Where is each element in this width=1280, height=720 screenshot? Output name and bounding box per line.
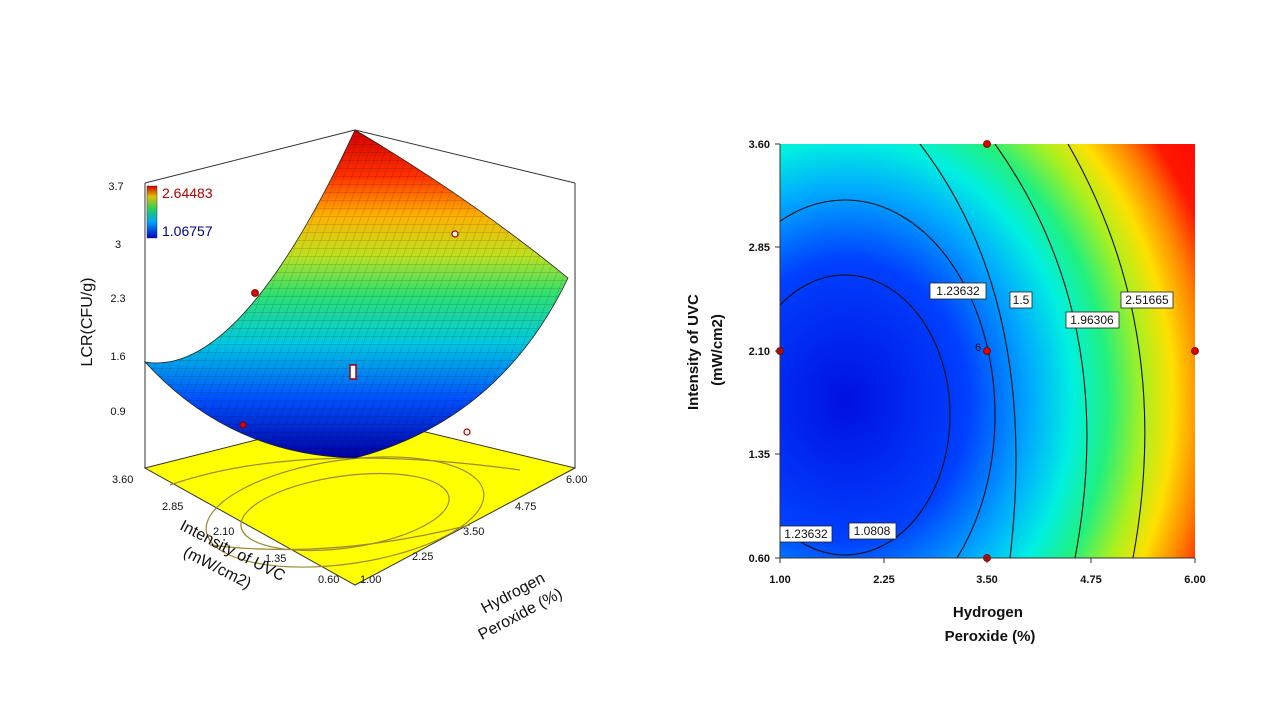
design-point xyxy=(983,140,991,148)
floor-contours xyxy=(169,456,521,568)
contour-lines xyxy=(780,144,1146,558)
contour-labels: 1.0808 1.23632 1.23632 1.5 1.96306 2.516… xyxy=(779,282,1174,543)
x-ticks: 1.00 2.25 3.50 4.75 6.00 xyxy=(769,574,1205,586)
contour-label: 1.5 xyxy=(1013,293,1030,307)
z-tick: 1.6 xyxy=(110,351,125,363)
y-tick: 2.10 xyxy=(213,526,234,538)
y-tick: 2.85 xyxy=(749,242,770,254)
z-tick: 3 xyxy=(115,239,121,251)
y-axis-label-group: Intensity of UVC (mW/cm2) xyxy=(685,290,726,410)
contour-label: 1.23632 xyxy=(784,527,828,541)
surface-mesh xyxy=(145,130,568,458)
y-tick: 1.35 xyxy=(265,553,286,565)
design-point xyxy=(463,428,471,436)
x-axis-label: Hydrogen Peroxide (%) xyxy=(945,604,1036,645)
x-tick: 3.50 xyxy=(463,526,484,538)
y-tick: 2.10 xyxy=(749,346,770,358)
design-point-center xyxy=(349,364,357,380)
surface-chart: 0.9 1.6 2.3 3 3.7 LCR(CFU/g) 2.64483 1.0… xyxy=(79,129,587,644)
surface-design-points xyxy=(239,230,471,436)
design-point xyxy=(451,230,459,238)
x-tick: 1.00 xyxy=(360,574,381,586)
x-axis-label: Hydrogen Peroxide (%) xyxy=(465,566,565,644)
design-point xyxy=(983,347,991,355)
z-axis-label: LCR(CFU/g) xyxy=(79,278,96,367)
y-tick: 3.60 xyxy=(112,474,133,486)
contour-label: 1.96306 xyxy=(1070,313,1114,327)
contour-chart: 1.0808 1.23632 1.23632 1.5 1.96306 2.516… xyxy=(685,139,1206,645)
z-tick: 0.9 xyxy=(110,406,125,418)
legend-low: 1.06757 xyxy=(162,223,213,239)
x-tick: 6.00 xyxy=(1184,574,1205,586)
y-tick: 2.85 xyxy=(162,501,183,513)
contour-label: 1.0808 xyxy=(854,524,891,538)
z-tick: 2.3 xyxy=(110,293,125,305)
contour-label: 1.23632 xyxy=(936,284,980,298)
z-tick: 3.7 xyxy=(108,181,123,193)
design-point xyxy=(1191,347,1199,355)
z-axis: 0.9 1.6 2.3 3 3.7 LCR(CFU/g) xyxy=(79,181,126,418)
y-tick: 0.60 xyxy=(318,574,339,586)
axes xyxy=(775,143,1196,563)
contour-label: 2.51665 xyxy=(1125,293,1169,307)
design-point xyxy=(251,289,259,297)
y-axis-label: Intensity of UVC (mW/cm2) xyxy=(685,290,726,410)
design-point xyxy=(239,421,247,429)
legend-colorbar xyxy=(146,185,158,239)
x-tick: 3.50 xyxy=(976,574,997,586)
y-tick: 1.35 xyxy=(749,449,770,461)
y-ticks: 3.60 2.85 2.10 1.35 0.60 xyxy=(749,139,770,565)
x-tick: 2.25 xyxy=(873,574,894,586)
y-tick: 0.60 xyxy=(749,553,770,565)
color-legend: 2.64483 1.06757 xyxy=(146,185,213,239)
x-tick: 1.00 xyxy=(769,574,790,586)
x-tick: 6.00 xyxy=(566,474,587,486)
y-tick: 3.60 xyxy=(749,139,770,151)
x-tick: 2.25 xyxy=(412,551,433,563)
design-point-count: 6 xyxy=(975,342,981,354)
x-tick: 4.75 xyxy=(1080,574,1101,586)
x-tick: 4.75 xyxy=(515,501,536,513)
legend-high: 2.64483 xyxy=(162,185,213,201)
